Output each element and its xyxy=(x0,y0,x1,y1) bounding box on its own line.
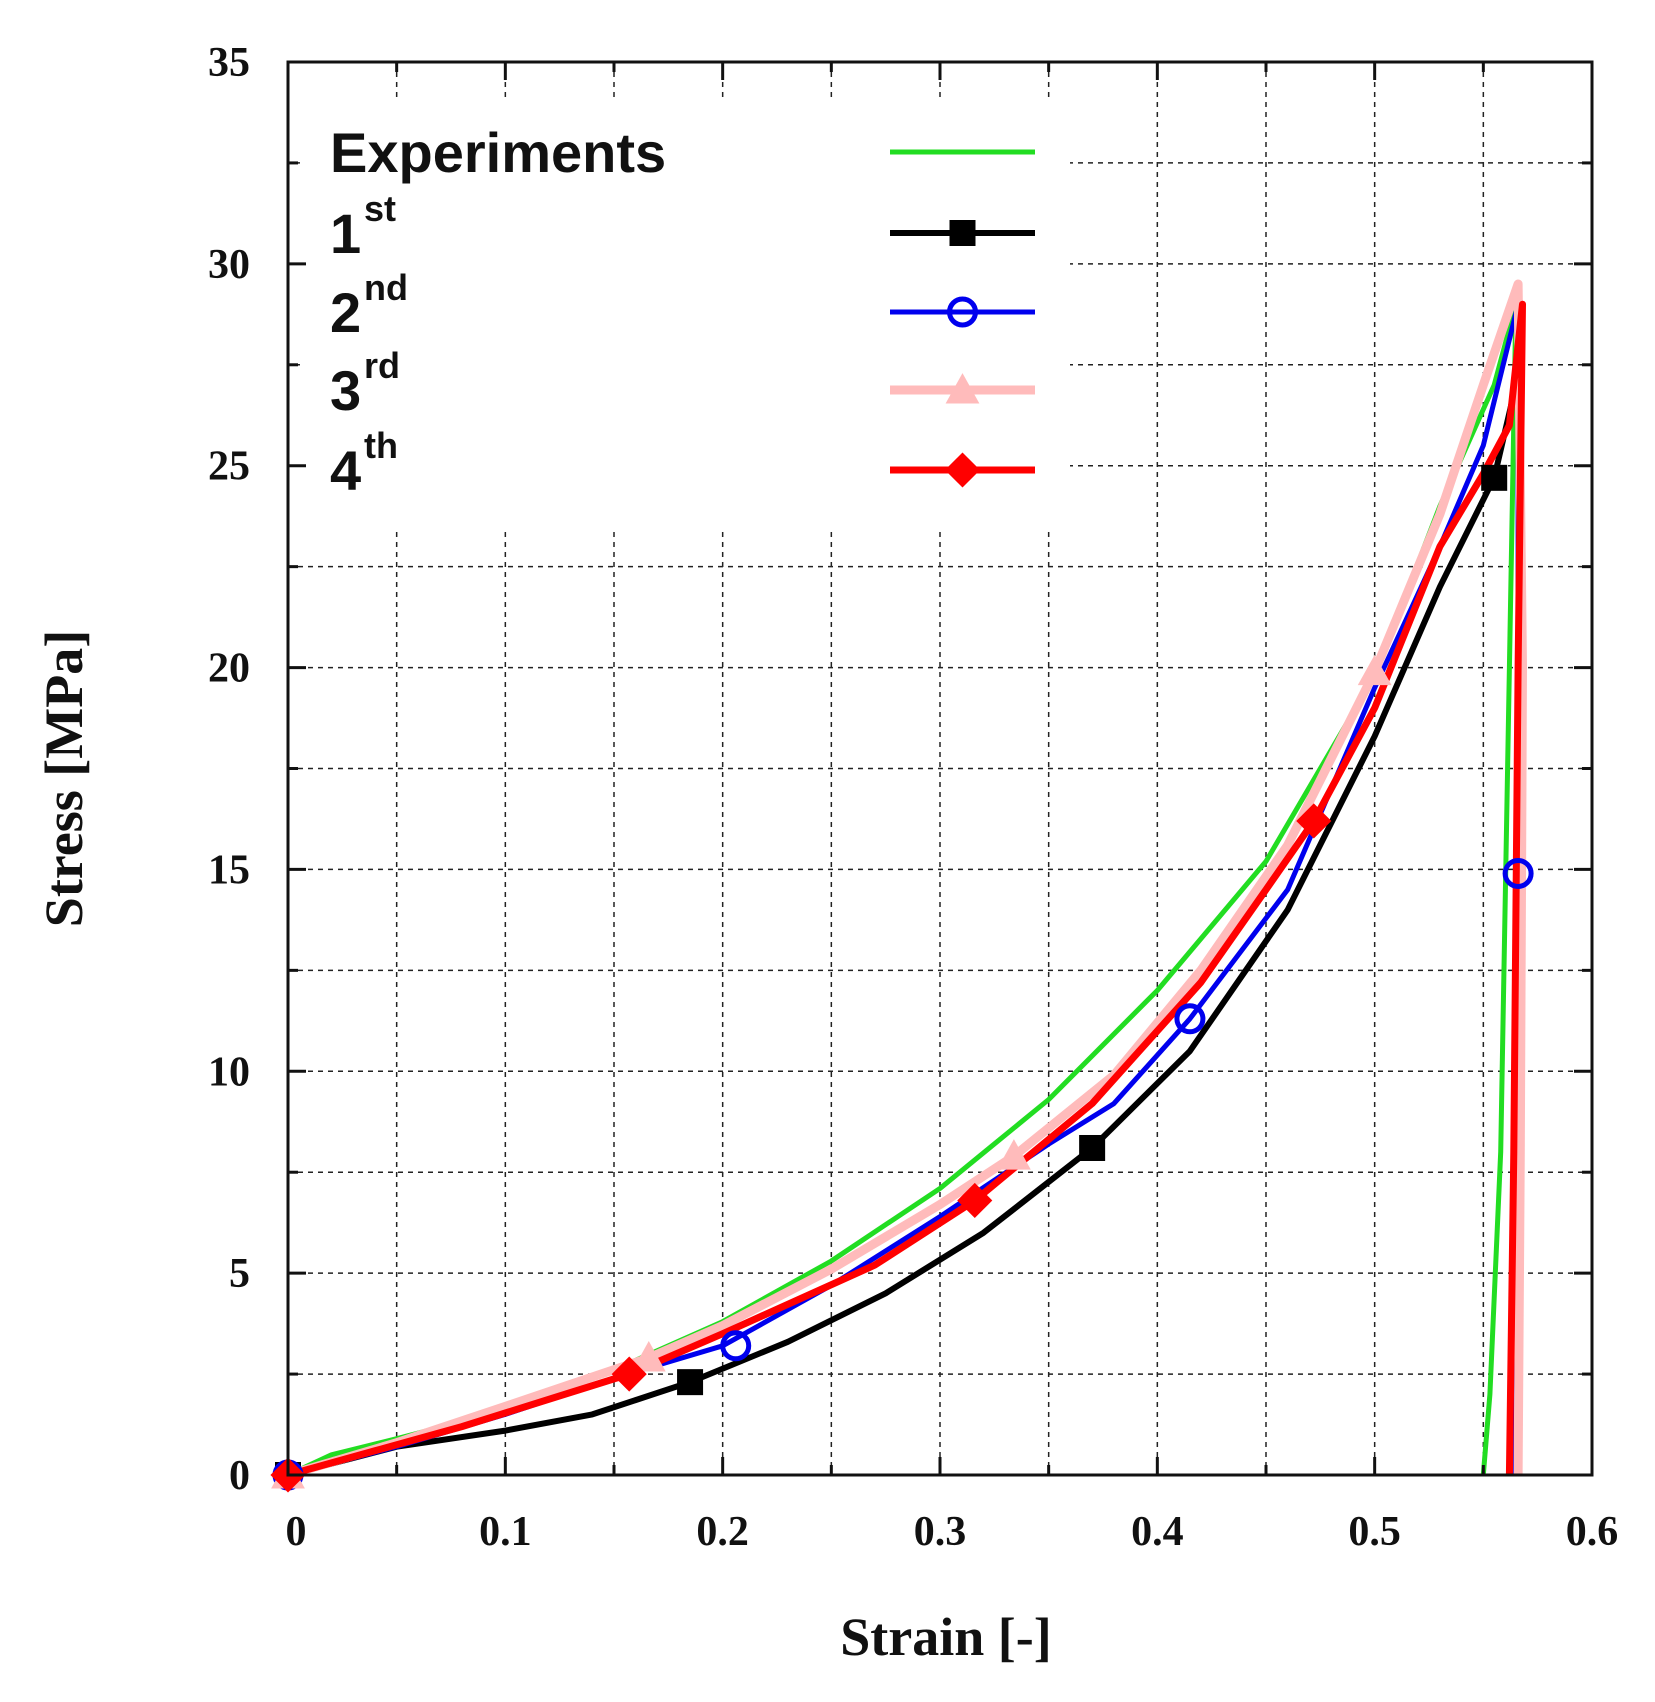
data-point-3rd xyxy=(1357,654,1392,686)
x-tick-label: 0.3 xyxy=(914,1509,967,1555)
legend-sup-1st: st xyxy=(364,188,396,229)
y-tick-label: 25 xyxy=(208,444,250,490)
y-axis-title: Stress [MPa] xyxy=(34,630,94,927)
legend-label-3rd: 3 xyxy=(330,359,361,422)
x-tick-label: 0.5 xyxy=(1348,1509,1401,1555)
legend-background xyxy=(300,102,1070,532)
series-markers xyxy=(270,464,1534,1493)
legend-sup-3rd: rd xyxy=(364,345,400,386)
data-point-1st xyxy=(1079,1134,1106,1161)
x-tick-label: 0.4 xyxy=(1131,1509,1184,1555)
y-tick-label: 5 xyxy=(229,1251,250,1297)
legend-marker-4th xyxy=(944,452,981,488)
legend: Experiments 1 st 2 nd 3 rd 4 th xyxy=(330,121,1035,502)
y-tick-label: 0 xyxy=(229,1453,250,1499)
y-tick-label: 30 xyxy=(208,242,250,288)
legend-label-experiments: Experiments xyxy=(330,121,666,184)
data-point-4th xyxy=(1296,803,1332,839)
legend-label-4th: 4 xyxy=(330,439,361,502)
x-tick-label: 0.1 xyxy=(479,1509,532,1555)
data-point-1st xyxy=(677,1369,704,1396)
y-tick-label: 35 xyxy=(208,40,250,86)
legend-label-1st: 1 xyxy=(330,202,361,265)
data-point-2nd xyxy=(720,1330,752,1362)
legend-marker-3rd xyxy=(945,373,980,404)
legend-marker-1st xyxy=(949,220,976,246)
data-point-2nd xyxy=(1502,857,1534,889)
data-point-1st xyxy=(1481,464,1508,491)
y-tick-label: 20 xyxy=(208,646,250,692)
x-tick-label: 0 xyxy=(286,1509,307,1555)
data-point-2nd xyxy=(1174,1003,1206,1035)
y-tick-label: 15 xyxy=(208,847,250,893)
x-tick-label: 0.2 xyxy=(696,1509,749,1555)
data-point-3rd xyxy=(996,1139,1031,1170)
data-point-3rd xyxy=(631,1341,666,1372)
data-point-4th xyxy=(611,1356,647,1392)
legend-marker-2nd xyxy=(947,296,978,328)
axis-ticks xyxy=(286,60,1594,1477)
tick-labels: 0 0.1 0.2 0.3 0.4 0.5 0.6 0 5 10 15 20 25 30 35 xyxy=(208,40,1618,1555)
x-axis-title: Strain [-] xyxy=(840,1607,1051,1667)
x-tick-label: 0.6 xyxy=(1566,1509,1619,1555)
legend-label-2nd: 2 xyxy=(330,281,361,344)
legend-sup-2nd: nd xyxy=(364,267,408,308)
y-tick-label: 10 xyxy=(208,1049,250,1095)
data-point-4th xyxy=(957,1182,993,1219)
legend-sup-4th: th xyxy=(364,425,398,466)
